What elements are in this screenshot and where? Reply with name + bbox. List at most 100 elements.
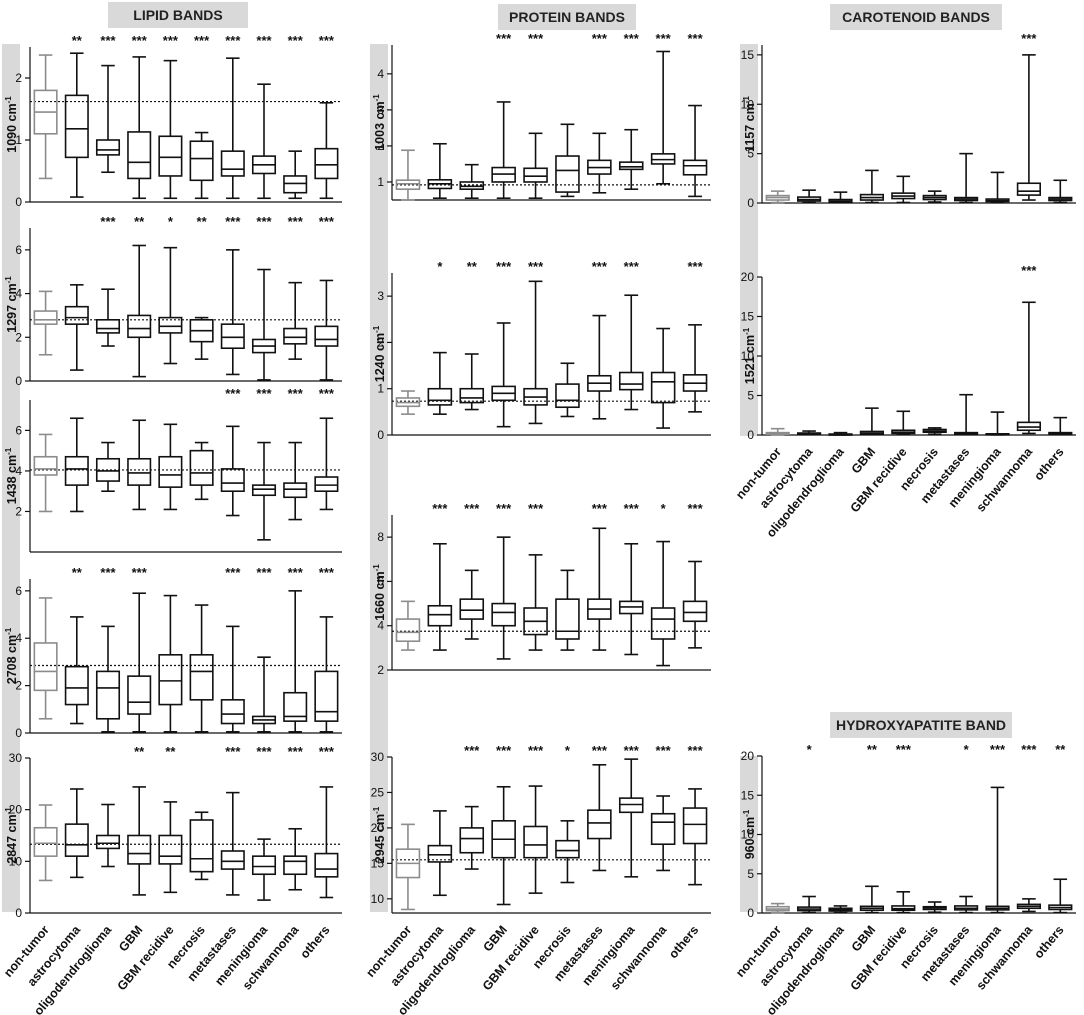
category-label: schwannoma bbox=[608, 922, 670, 992]
y-axis-label: 1660 cm-1 bbox=[372, 564, 387, 621]
y-axis-label-superscript: -1 bbox=[742, 327, 751, 335]
box-oligodendroglioma bbox=[95, 288, 121, 347]
box-necrosis bbox=[189, 316, 214, 360]
box-oligodendroglioma bbox=[828, 905, 853, 914]
box-non-tumor bbox=[33, 433, 58, 513]
box-GBM-recidive bbox=[158, 801, 183, 894]
panel-title-background bbox=[498, 4, 636, 30]
box-oligodendroglioma bbox=[459, 163, 485, 199]
box-metastases bbox=[220, 625, 245, 733]
y-tick-label: 8 bbox=[377, 530, 384, 544]
ylabel-side-bar bbox=[740, 756, 758, 912]
box-schwannoma bbox=[1016, 301, 1042, 435]
significance-marker: *** bbox=[1021, 31, 1037, 46]
significance-marker: *** bbox=[132, 565, 148, 580]
significance-marker: ** bbox=[165, 744, 176, 759]
box-meningioma bbox=[251, 268, 277, 381]
significance-marker: *** bbox=[225, 744, 241, 759]
y-tick-label: 3 bbox=[377, 289, 384, 303]
significance-marker: *** bbox=[496, 259, 512, 274]
significance-marker: *** bbox=[496, 31, 512, 46]
significance-marker: *** bbox=[100, 565, 116, 580]
significance-marker: * bbox=[964, 742, 970, 757]
significance-marker: ** bbox=[72, 33, 83, 48]
box-non-tumor bbox=[765, 427, 790, 436]
box-meningioma bbox=[985, 171, 1010, 204]
iqr-box bbox=[127, 675, 152, 715]
significance-marker: *** bbox=[464, 501, 480, 516]
iqr-box bbox=[220, 323, 245, 350]
y-tick-label: 0 bbox=[15, 906, 22, 920]
y-axis-label: 1157 cm-1 bbox=[742, 96, 757, 152]
y-tick-label: 5 bbox=[747, 867, 754, 881]
y-tick-label: 20 bbox=[371, 821, 385, 835]
significance-marker: *** bbox=[528, 501, 544, 516]
box-necrosis bbox=[555, 362, 580, 418]
box-astrocytoma bbox=[64, 788, 89, 879]
significance-marker: *** bbox=[1021, 742, 1037, 757]
category-label: others bbox=[1031, 445, 1066, 483]
y-axis-label-superscript: -1 bbox=[742, 96, 751, 104]
y-tick-label: 20 bbox=[741, 270, 755, 284]
category-label: schwannoma bbox=[974, 922, 1036, 992]
boxplot-panel: 1157 cm-1 0 5 10 15 *** bbox=[741, 31, 1076, 210]
y-tick-label: 6 bbox=[15, 243, 22, 257]
y-axis-label-superscript: -1 bbox=[4, 807, 13, 815]
box-schwannoma bbox=[650, 795, 676, 872]
y-tick-label: 15 bbox=[741, 310, 755, 324]
y-tick-label: 0 bbox=[377, 428, 384, 442]
y-tick-label: 4 bbox=[377, 67, 384, 81]
box-metastases bbox=[587, 763, 612, 872]
box-GBM-recidive bbox=[523, 554, 548, 651]
box-schwannoma bbox=[283, 827, 308, 891]
box-GBM-recidive bbox=[158, 59, 183, 200]
significance-marker: *** bbox=[256, 214, 272, 229]
significance-marker: *** bbox=[1021, 263, 1037, 278]
box-necrosis bbox=[189, 811, 214, 881]
iqr-box bbox=[555, 383, 580, 409]
box-GBM-recidive bbox=[158, 423, 183, 511]
box-others bbox=[1048, 878, 1073, 914]
box-necrosis bbox=[189, 441, 214, 501]
y-axis-label-superscript: -1 bbox=[372, 325, 381, 333]
box-GBM bbox=[127, 786, 152, 896]
iqr-box bbox=[33, 310, 58, 325]
iqr-box bbox=[283, 855, 308, 876]
y-tick-label: 0 bbox=[747, 196, 754, 210]
y-tick-label: 15 bbox=[371, 856, 385, 870]
box-GBM bbox=[859, 169, 885, 204]
y-tick-label: 6 bbox=[377, 574, 384, 588]
significance-marker: *** bbox=[256, 565, 272, 580]
iqr-box bbox=[555, 598, 580, 640]
box-GBM bbox=[491, 785, 516, 906]
significance-marker: *** bbox=[225, 565, 241, 580]
y-axis-label: 1240 cm-1 bbox=[372, 325, 387, 382]
box-others bbox=[314, 616, 339, 733]
box-non-tumor bbox=[395, 600, 421, 651]
y-tick-label: 15 bbox=[741, 788, 755, 802]
significance-marker: *** bbox=[288, 744, 304, 759]
box-non-tumor bbox=[765, 902, 790, 914]
y-tick-label: 5 bbox=[747, 389, 754, 403]
iqr-box bbox=[283, 327, 308, 345]
box-non-tumor bbox=[33, 290, 58, 356]
significance-marker: *** bbox=[687, 501, 703, 516]
category-label: GBM bbox=[480, 923, 509, 954]
box-necrosis bbox=[922, 427, 947, 436]
iqr-box bbox=[220, 150, 245, 177]
y-tick-label: 2 bbox=[15, 71, 22, 85]
iqr-box bbox=[491, 602, 516, 627]
box-meningioma bbox=[251, 83, 277, 200]
iqr-box bbox=[314, 852, 339, 878]
y-tick-label: 25 bbox=[371, 785, 385, 799]
box-schwannoma bbox=[650, 50, 676, 185]
box-metastases bbox=[953, 393, 979, 436]
iqr-box bbox=[251, 855, 277, 876]
iqr-box bbox=[158, 455, 183, 488]
significance-marker: *** bbox=[225, 214, 241, 229]
iqr-box bbox=[427, 387, 453, 406]
significance-marker: *** bbox=[592, 31, 608, 46]
significance-marker: *** bbox=[100, 214, 116, 229]
